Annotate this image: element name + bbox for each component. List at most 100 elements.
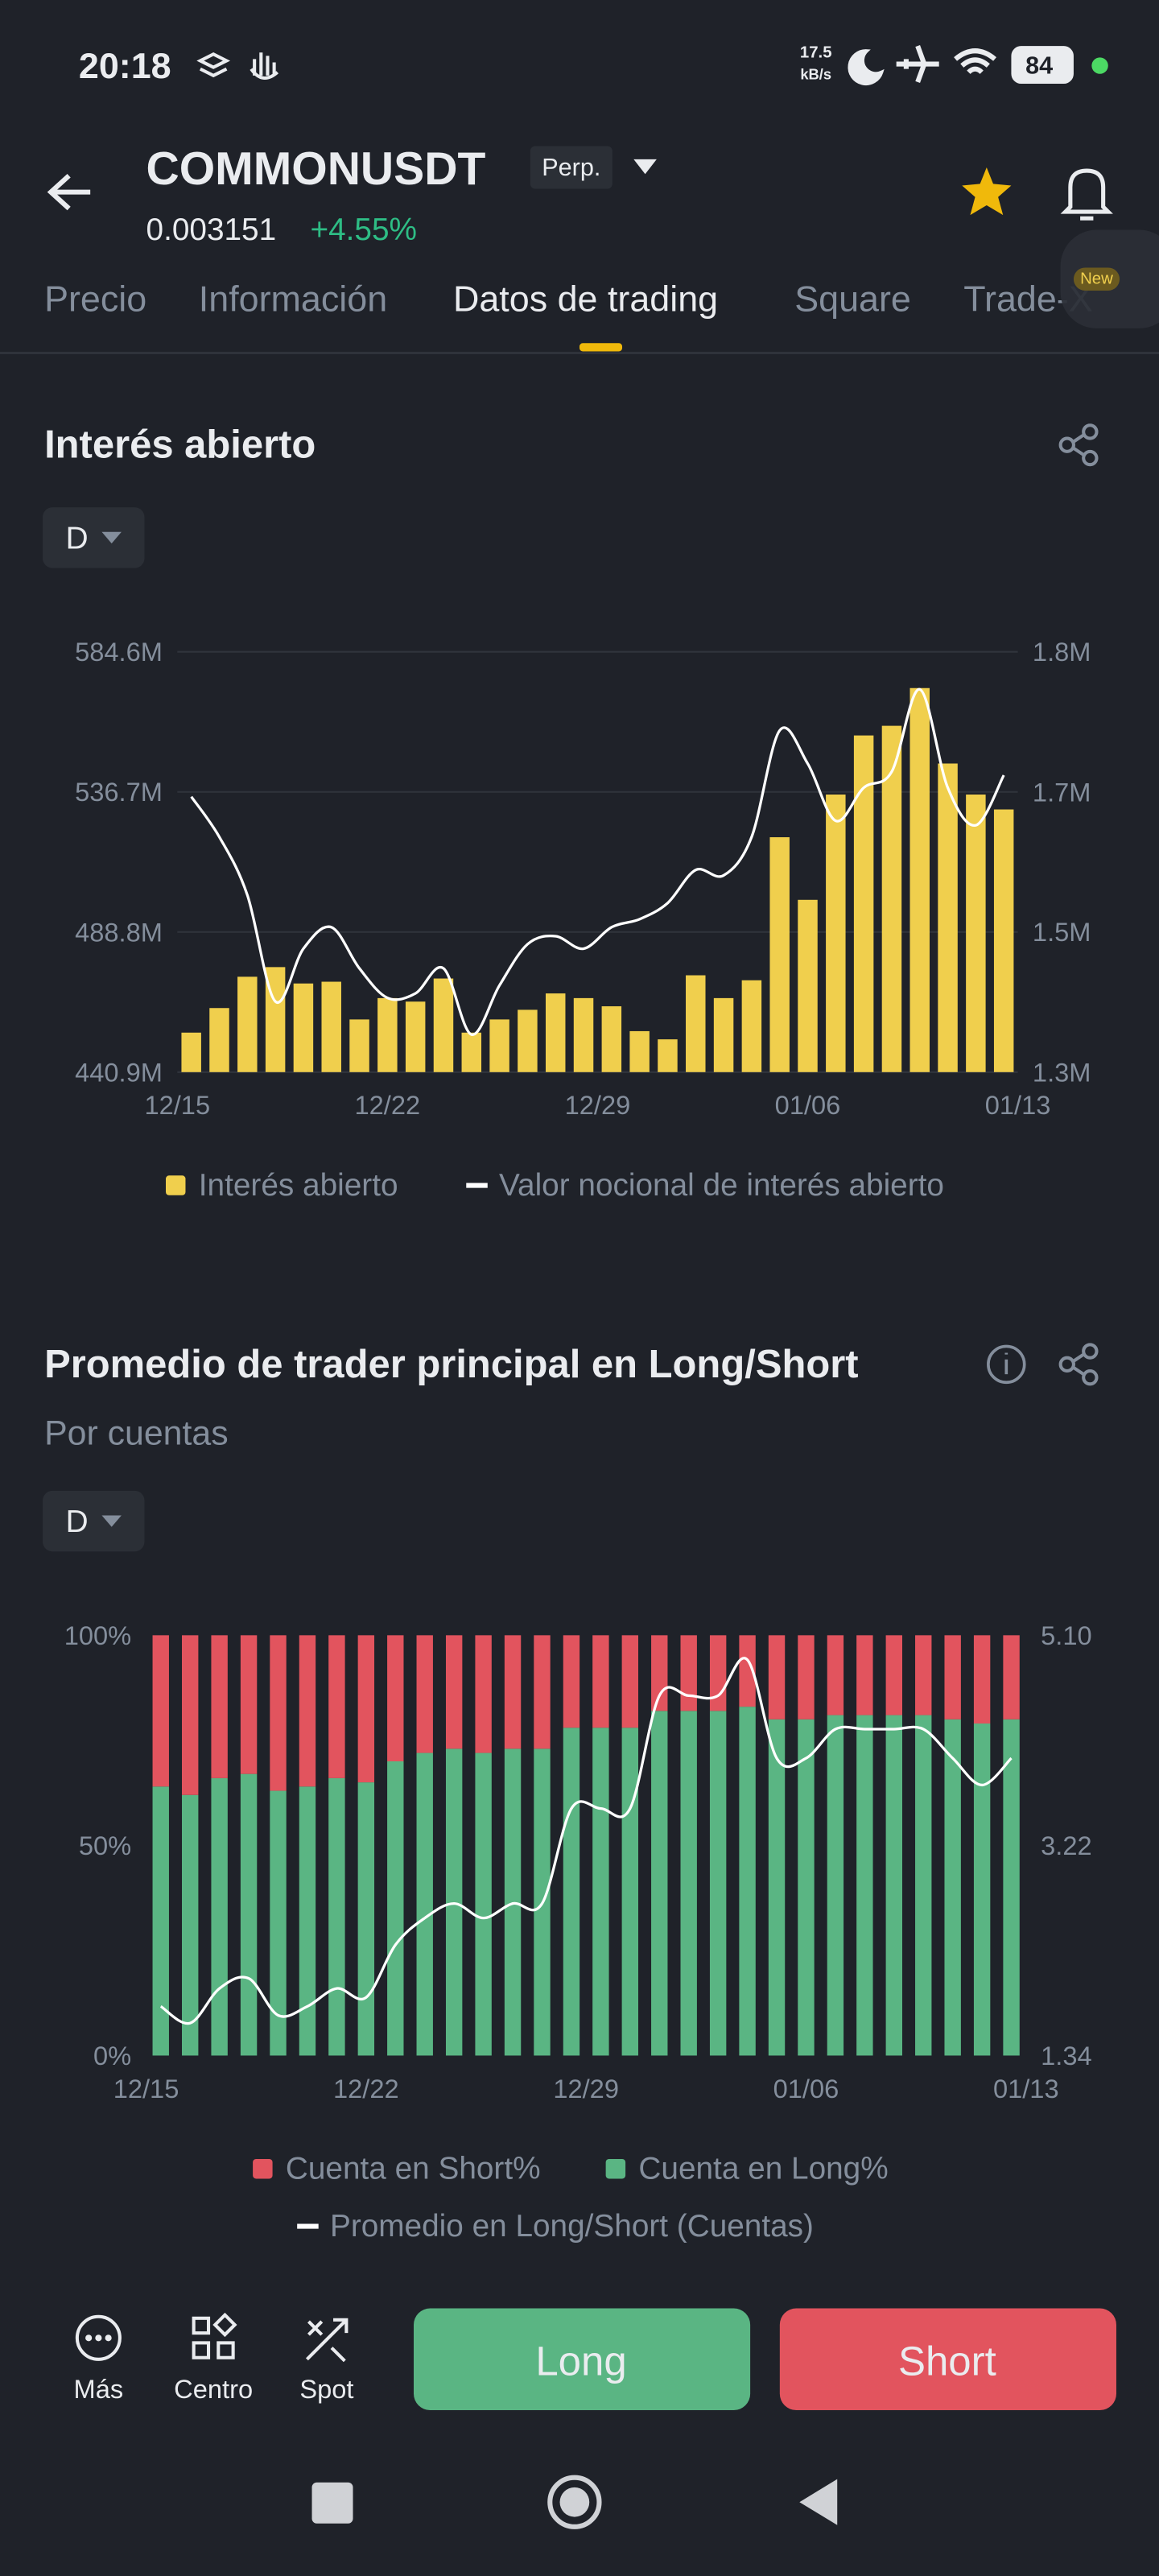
line <box>190 687 1005 1036</box>
bar <box>545 993 566 1072</box>
bar <box>966 794 986 1072</box>
x-tick-label: 01/13 <box>985 1090 1051 1120</box>
bar-segment <box>328 1777 345 2056</box>
network-speed: 17.5 <box>800 43 832 61</box>
legend-swatch <box>166 1175 186 1195</box>
line <box>159 1657 1013 2025</box>
y2-tick-label: 1.8M <box>1033 637 1091 667</box>
bar-segment <box>181 1635 199 1795</box>
share-button[interactable] <box>1058 423 1099 467</box>
y-tick-label: 100% <box>64 1620 131 1650</box>
x-tick-label: 12/29 <box>565 1090 631 1120</box>
x-tick-label: 12/15 <box>144 1090 210 1120</box>
y2-tick-label: 5.10 <box>1041 1620 1092 1650</box>
bar <box>293 983 314 1072</box>
bar <box>853 735 874 1072</box>
spot-icon[interactable] <box>305 2318 349 2363</box>
bar <box>601 1006 622 1072</box>
bar-segment <box>827 1715 844 2056</box>
share-button[interactable] <box>1058 1343 1099 1386</box>
bar <box>769 837 790 1072</box>
tab[interactable]: Square <box>794 279 911 320</box>
bar-segment <box>475 1635 492 1753</box>
y2-tick-label: 1.3M <box>1033 1057 1091 1087</box>
center-icon[interactable] <box>192 2312 237 2359</box>
battery-level: 84 <box>1025 52 1053 80</box>
symbol-dropdown[interactable] <box>633 159 657 175</box>
info-button[interactable] <box>987 1344 1026 1385</box>
bar-segment <box>504 1635 522 1749</box>
bar-segment <box>621 1635 639 1728</box>
y-tick-label: 488.8M <box>75 917 163 947</box>
battery <box>1011 46 1074 85</box>
short-button[interactable] <box>779 2308 1116 2411</box>
short-button-label[interactable]: Short <box>898 2338 996 2384</box>
bar-segment <box>299 1635 316 1787</box>
long-button-label[interactable]: Long <box>535 2338 626 2384</box>
bar-segment <box>651 1711 668 2056</box>
bar <box>573 997 594 1072</box>
bar-segment <box>504 1748 522 2056</box>
bar-segment <box>1003 1635 1020 1719</box>
nav-label[interactable]: Más <box>74 2374 124 2404</box>
nav-label[interactable]: Centro <box>174 2374 253 2404</box>
tab[interactable]: Información <box>199 279 387 320</box>
system-home[interactable] <box>547 2475 602 2529</box>
bar-segment <box>416 1752 433 2056</box>
bar-segment <box>621 1728 639 2056</box>
bar <box>881 725 902 1072</box>
favorite-star[interactable] <box>962 167 1012 216</box>
bar-segment <box>885 1635 902 1715</box>
system-back[interactable] <box>799 2479 838 2525</box>
bar-segment <box>739 1635 756 1707</box>
interval-select[interactable] <box>43 1490 145 1552</box>
system-recent[interactable] <box>311 2482 353 2524</box>
y-tick-label: 584.6M <box>75 637 163 667</box>
y-tick-label: 50% <box>79 1831 131 1860</box>
tab[interactable]: Precio <box>44 279 146 320</box>
contract-badge <box>530 146 612 189</box>
nav-label[interactable]: Spot <box>299 2374 353 2404</box>
bar <box>349 1019 369 1072</box>
y2-tick-label: 1.5M <box>1033 917 1091 947</box>
bar-segment <box>328 1635 345 1778</box>
bar-segment <box>181 1794 199 2056</box>
contract-type: Perp. <box>542 154 600 181</box>
bar-segment <box>856 1715 873 2056</box>
back-button[interactable] <box>47 173 91 211</box>
interval-caret <box>101 1515 122 1527</box>
bar-segment <box>445 1635 463 1749</box>
bar <box>237 976 258 1072</box>
bar-segment <box>798 1635 815 1719</box>
status-icons <box>196 45 996 86</box>
bar-segment <box>445 1748 463 2056</box>
bar <box>461 1032 482 1072</box>
bar <box>909 687 930 1072</box>
y-tick-label: 536.7M <box>75 777 163 807</box>
bar <box>826 794 846 1072</box>
bar-segment <box>739 1707 756 2056</box>
bar-segment <box>563 1635 580 1728</box>
alert-bell[interactable] <box>1060 168 1113 221</box>
system-home-dot <box>559 2487 590 2517</box>
y2-tick-label: 3.22 <box>1041 1831 1092 1860</box>
bar-segment <box>270 1790 287 2056</box>
symbol: COMMONUSDT <box>146 143 486 195</box>
bar-segment <box>915 1715 932 2056</box>
bar <box>518 1009 538 1072</box>
bar-segment <box>387 1761 404 2056</box>
bar-segment <box>211 1777 228 2056</box>
legend-label: Cuenta en Long% <box>638 2152 888 2186</box>
bar-segment <box>152 1635 169 1787</box>
more-icon[interactable] <box>75 2314 122 2361</box>
interval-select[interactable] <box>43 507 145 568</box>
y-tick-label: 440.9M <box>75 1057 163 1087</box>
long-button[interactable] <box>413 2308 751 2411</box>
bar-segment <box>211 1635 228 1778</box>
bar-segment <box>827 1635 844 1715</box>
interval-caret <box>101 531 122 544</box>
tab-active[interactable]: Datos de trading <box>453 279 718 320</box>
bar-segment <box>534 1635 551 1749</box>
